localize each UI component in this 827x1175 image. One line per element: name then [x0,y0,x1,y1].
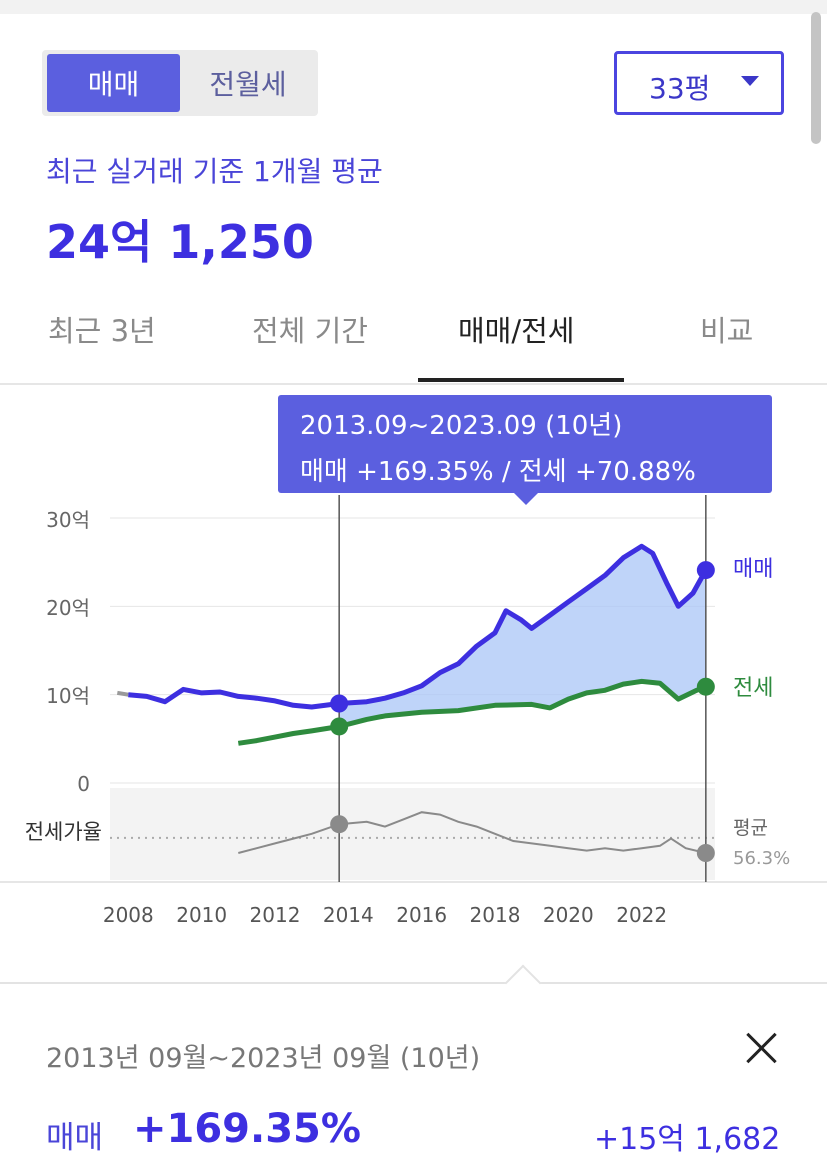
x-tick-label: 2018 [470,903,521,927]
tab-all-period[interactable]: 전체 기간 [252,314,368,348]
detail-sale-percent: +169.35% [133,1106,361,1152]
sale-line-before [116,690,129,697]
area-select-value: 33평 [649,72,711,105]
selection-tooltip: 2013.09~2023.09 (10년) 매매 +169.35% / 전세 +… [278,395,772,505]
area-select[interactable]: 33평 [614,51,784,115]
tooltip-range: 2013.09~2023.09 (10년) [300,411,623,441]
average-price: 24억 1,250 [46,215,314,269]
ratio-end-marker [696,844,715,862]
tooltip-arrow [514,493,538,505]
lease-end-marker [696,677,715,696]
detail-range: 2013년 09월~2023년 09월 (10년) [46,1043,481,1074]
detail-sale-label: 매매 [46,1120,104,1156]
tab-sale-lease[interactable]: 매매/전세 [458,314,575,348]
lease-toggle-button[interactable]: 전월세 [182,54,314,112]
lease-start-marker [330,717,349,736]
price-chart[interactable]: 0 10억 20억 30억 전세가율 평균 56.3% 매매 전세 2008 20… [0,385,827,945]
x-tick-label: 2010 [176,903,227,927]
top-bar [0,0,827,14]
period-tabs: 최근 3년 전체 기간 매매/전세 비교 [0,298,827,385]
x-tick-label: 2020 [543,903,594,927]
sale-start-marker [330,694,349,713]
detail-sale-amount: +15억 1,682 [594,1122,781,1157]
x-tick-label: 2014 [323,903,374,927]
ratio-avg-value: 56.3% [733,848,790,869]
trade-type-toggle: 매매 전월세 [42,50,318,116]
lease-line [237,678,707,746]
ratio-band-bg [110,788,715,880]
y-tick-label: 0 [77,772,90,796]
sale-series-label: 매매 [733,557,773,582]
tooltip-change: 매매 +169.35% / 전세 +70.88% [300,457,696,487]
tab-compare[interactable]: 비교 [700,314,754,348]
active-tab-indicator [418,378,624,382]
y-tick-label: 30억 [46,508,90,532]
sale-line [128,543,708,710]
chart-canvas[interactable]: 0 10억 20억 30억 전세가율 평균 56.3% 매매 전세 2008 20… [0,385,827,945]
scrollbar[interactable] [811,12,821,144]
x-tick-label: 2022 [616,903,667,927]
lease-series-label: 전세 [733,676,773,701]
y-tick-label: 20억 [46,596,90,620]
ratio-line [238,811,707,854]
caret-down-icon [741,76,759,86]
x-tick-label: 2016 [396,903,447,927]
sale-end-marker [696,561,715,580]
price-subtitle: 최근 실거래 기준 1개월 평균 [46,155,383,188]
x-tick-label: 2012 [250,903,301,927]
y-tick-label: 10억 [46,684,90,708]
x-tick-label: 2008 [103,903,154,927]
sale-lease-gap-area [339,546,706,727]
tab-recent-3y[interactable]: 최근 3년 [48,314,156,348]
close-icon[interactable] [742,1028,782,1068]
ratio-avg-label: 평균 [733,817,768,839]
detail-panel [0,982,827,1175]
ratio-label: 전세가율 [25,820,102,844]
ratio-start-marker [330,815,349,834]
sale-toggle-button[interactable]: 매매 [47,54,180,112]
